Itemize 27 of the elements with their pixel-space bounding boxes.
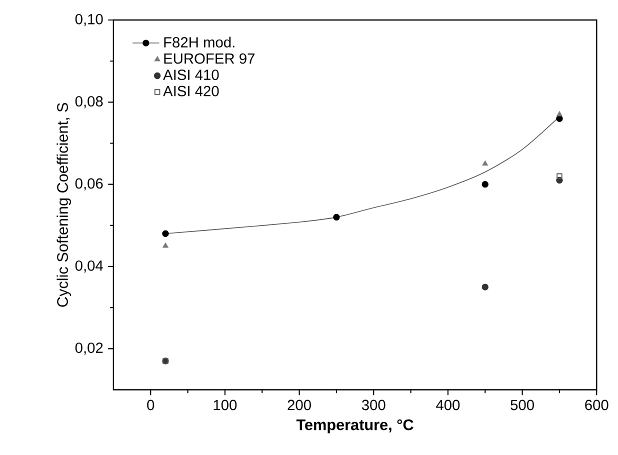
x-tick-label: 200 <box>288 400 311 410</box>
x-tick-label: 400 <box>436 400 460 410</box>
x-tick-label: 300 <box>362 400 386 410</box>
legend-label: EUROFER 97 <box>164 53 254 64</box>
y-tick-label: 0,04 <box>75 260 103 273</box>
point <box>162 242 168 248</box>
x-axis-title: Temperature, °C <box>296 419 414 434</box>
point <box>162 230 169 237</box>
legend-label: AISI 410 <box>163 70 219 80</box>
x-tick-label: 500 <box>510 400 534 410</box>
point <box>556 111 562 116</box>
point <box>333 214 340 220</box>
point <box>556 115 563 122</box>
y-tick-label: 0,02 <box>75 342 103 355</box>
legend-label: F82H mod. <box>164 36 234 48</box>
y-axis-title: Cyclic Softening Coefficient, S <box>56 102 71 307</box>
point <box>482 180 488 188</box>
x-tick-label: 0 <box>147 400 154 410</box>
y-tick-label: 0,06 <box>75 178 103 190</box>
y-tick-label: 0,10 <box>75 14 103 26</box>
y-tick-label: 0,08 <box>75 96 103 108</box>
legend-label: AISI 420 <box>163 86 219 96</box>
x-tick-label: 100 <box>214 400 237 410</box>
point <box>482 284 488 290</box>
x-tick-label: 600 <box>585 400 608 410</box>
point <box>556 173 562 179</box>
point <box>482 160 488 166</box>
